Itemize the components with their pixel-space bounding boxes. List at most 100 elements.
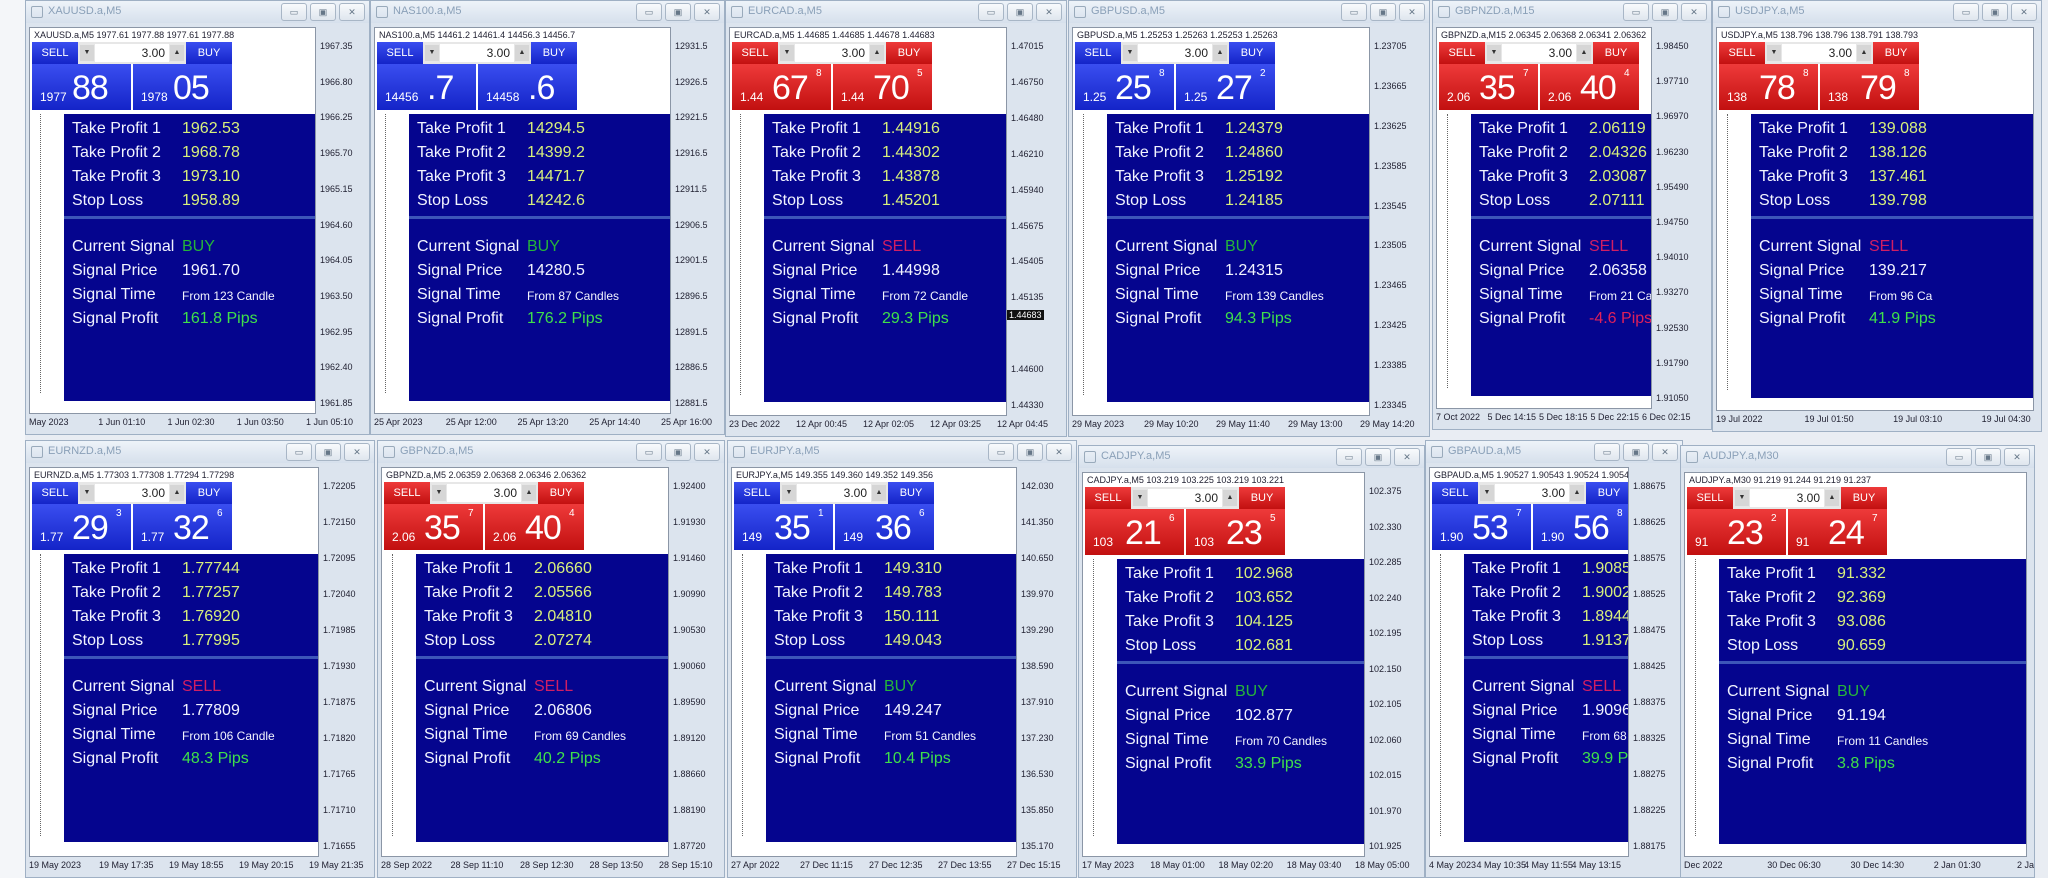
price-chart[interactable]: AUDJPY.a,M30 91.219 91.244 91.219 91.237… — [1684, 472, 2027, 857]
buy-button[interactable]: BUY — [886, 42, 932, 64]
time-axis[interactable]: 4 May 2023 4 May 10:35 4 May 11:55 4 May 13… — [1429, 860, 1629, 874]
sell-button[interactable]: SELL — [1085, 487, 1131, 509]
lot-size-stepper[interactable]: ▼ 3.00 ▲ — [430, 482, 538, 504]
decrease-lot-icon[interactable]: ▼ — [1123, 45, 1137, 61]
price-axis[interactable]: 1.23705 1.23665 1.23625 1.23585 1.23545 1.235… — [1370, 27, 1428, 416]
buy-button[interactable]: BUY — [186, 42, 232, 64]
buy-button[interactable]: BUY — [1229, 42, 1275, 64]
lot-size-input[interactable]: 3.00 — [447, 484, 521, 502]
decrease-lot-icon[interactable]: ▼ — [425, 45, 439, 61]
buy-price-button[interactable]: 1.90 56 8 — [1533, 504, 1628, 550]
increase-lot-icon[interactable]: ▲ — [1825, 490, 1839, 506]
sell-button[interactable]: SELL — [1432, 482, 1478, 504]
restore-button[interactable]: ▣ — [665, 443, 691, 461]
time-axis[interactable]: 28 Sep 2022 28 Sep 11:10 28 Sep 12:30 28 Se… — [381, 860, 713, 874]
sell-price-button[interactable]: 1977 88 — [32, 64, 131, 110]
decrease-lot-icon[interactable]: ▼ — [1480, 485, 1494, 501]
minimize-button[interactable]: ▭ — [281, 3, 307, 21]
time-axis[interactable]: Dec 2022 30 Dec 06:30 30 Dec 14:30 2 Jan 01… — [1684, 860, 2034, 874]
price-axis[interactable]: 1.72205 1.72150 1.72095 1.72040 1.71985 1.719… — [319, 467, 373, 857]
minimize-button[interactable]: ▭ — [1341, 3, 1367, 21]
decrease-lot-icon[interactable]: ▼ — [780, 45, 794, 61]
window-title-bar[interactable]: GBPUSD.a,M5 ▭ ▣ ✕ — [1069, 1, 1429, 23]
restore-button[interactable]: ▣ — [1017, 443, 1043, 461]
buy-button[interactable]: BUY — [538, 482, 584, 504]
minimize-button[interactable]: ▭ — [1953, 3, 1979, 21]
buy-price-button[interactable]: 1.25 27 2 — [1176, 64, 1275, 110]
price-chart[interactable]: GBPNZD.a,M5 2.06359 2.06368 2.06346 2.06… — [381, 467, 669, 857]
buy-price-button[interactable]: 2.06 40 4 — [1540, 64, 1639, 110]
restore-button[interactable]: ▣ — [1623, 443, 1649, 461]
restore-button[interactable]: ▣ — [310, 3, 336, 21]
restore-button[interactable]: ▣ — [1370, 3, 1396, 21]
sell-price-button[interactable]: 1.90 53 7 — [1432, 504, 1531, 550]
sell-price-button[interactable]: 1.77 29 3 — [32, 504, 131, 550]
chart-window-cadjpy-a-m5[interactable]: CADJPY.a,M5 ▭ ▣ ✕ CADJPY.a,M5 103.219 103.22… — [1078, 445, 1425, 878]
chart-window-gbpaud-a-m5[interactable]: GBPAUD.a,M5 ▭ ▣ ✕ GBPAUD.a,M5 1.90527 1.9054… — [1425, 440, 1683, 878]
increase-lot-icon[interactable]: ▲ — [872, 485, 886, 501]
buy-price-button[interactable]: 149 36 6 — [835, 504, 934, 550]
sell-price-button[interactable]: 2.06 35 7 — [384, 504, 483, 550]
lot-size-stepper[interactable]: ▼ 3.00 ▲ — [1121, 42, 1229, 64]
chart-window-usdjpy-a-m5[interactable]: USDJPY.a,M5 ▭ ▣ ✕ USDJPY.a,M5 138.796 138.79… — [1712, 0, 2042, 432]
window-title-bar[interactable]: EURCAD.a,M5 ▭ ▣ ✕ — [726, 1, 1066, 23]
lot-size-input[interactable]: 3.00 — [440, 44, 514, 62]
minimize-button[interactable]: ▭ — [1336, 448, 1362, 466]
window-title-bar[interactable]: GBPNZD.a,M5 ▭ ▣ ✕ — [378, 441, 724, 463]
buy-button[interactable]: BUY — [1841, 487, 1887, 509]
lot-size-stepper[interactable]: ▼ 3.00 ▲ — [1485, 42, 1593, 64]
window-title-bar[interactable]: EURNZD.a,M5 ▭ ▣ ✕ — [26, 441, 374, 463]
decrease-lot-icon[interactable]: ▼ — [782, 485, 796, 501]
increase-lot-icon[interactable]: ▲ — [515, 45, 529, 61]
minimize-button[interactable]: ▭ — [286, 443, 312, 461]
buy-button[interactable]: BUY — [1239, 487, 1285, 509]
decrease-lot-icon[interactable]: ▼ — [432, 485, 446, 501]
time-axis[interactable]: 25 Apr 2023 25 Apr 12:00 25 Apr 13:20 25 Ap… — [374, 417, 712, 431]
window-title-bar[interactable]: EURJPY.a,M5 ▭ ▣ ✕ — [728, 441, 1076, 463]
sell-button[interactable]: SELL — [32, 482, 78, 504]
sell-button[interactable]: SELL — [377, 42, 423, 64]
time-axis[interactable]: 17 May 2023 18 May 01:00 18 May 02:20 18 Ma… — [1082, 860, 1410, 874]
time-axis[interactable]: May 2023 1 Jun 01:10 1 Jun 02:30 1 Jun 03:5… — [29, 417, 353, 431]
buy-price-button[interactable]: 14458 .6 — [478, 64, 577, 110]
close-button[interactable]: ✕ — [1046, 443, 1072, 461]
price-axis[interactable]: 102.375 102.330 102.285 102.240 102.195 102.1… — [1365, 472, 1423, 857]
window-title-bar[interactable]: AUDJPY.a,M30 ▭ ▣ ✕ — [1681, 446, 2034, 468]
price-chart[interactable]: GBPNZD.a,M15 2.06345 2.06368 2.06341 2.0… — [1436, 27, 1652, 409]
sell-button[interactable]: SELL — [32, 42, 78, 64]
lot-size-input[interactable]: 3.00 — [1750, 489, 1824, 507]
buy-price-button[interactable]: 138 79 8 — [1820, 64, 1919, 110]
sell-button[interactable]: SELL — [1439, 42, 1485, 64]
lot-size-input[interactable]: 3.00 — [797, 484, 871, 502]
window-title-bar[interactable]: CADJPY.a,M5 ▭ ▣ ✕ — [1079, 446, 1424, 468]
lot-size-input[interactable]: 3.00 — [1138, 44, 1212, 62]
chart-window-xauusd-a-m5[interactable]: XAUUSD.a,M5 ▭ ▣ ✕ XAUUSD.a,M5 1977.61 1977.8… — [25, 0, 370, 435]
buy-price-button[interactable]: 91 24 7 — [1788, 509, 1887, 555]
chart-window-eurjpy-a-m5[interactable]: EURJPY.a,M5 ▭ ▣ ✕ EURJPY.a,M5 149.355 149.36… — [727, 440, 1077, 878]
price-chart[interactable]: USDJPY.a,M5 138.796 138.796 138.791 138.… — [1716, 27, 2034, 411]
window-title-bar[interactable]: NAS100.a,M5 ▭ ▣ ✕ — [371, 1, 724, 23]
close-button[interactable]: ✕ — [694, 443, 720, 461]
lot-size-input[interactable]: 3.00 — [1495, 484, 1569, 502]
sell-price-button[interactable]: 14456 .7 — [377, 64, 476, 110]
decrease-lot-icon[interactable]: ▼ — [80, 45, 94, 61]
price-axis[interactable]: 1.47015 1.46750 1.46480 1.46210 1.45940 1.456… — [1007, 27, 1065, 416]
buy-price-button[interactable]: 103 23 5 — [1186, 509, 1285, 555]
sell-button[interactable]: SELL — [734, 482, 780, 504]
window-title-bar[interactable]: XAUUSD.a,M5 ▭ ▣ ✕ — [26, 1, 369, 23]
close-button[interactable]: ✕ — [2011, 3, 2037, 21]
lot-size-stepper[interactable]: ▼ 3.00 ▲ — [423, 42, 531, 64]
close-button[interactable]: ✕ — [344, 443, 370, 461]
increase-lot-icon[interactable]: ▲ — [170, 485, 184, 501]
restore-button[interactable]: ▣ — [1365, 448, 1391, 466]
chart-window-eurcad-a-m5[interactable]: EURCAD.a,M5 ▭ ▣ ✕ EURCAD.a,M5 1.44685 1.4468… — [725, 0, 1067, 437]
buy-price-button[interactable]: 1.44 70 5 — [833, 64, 932, 110]
buy-button[interactable]: BUY — [888, 482, 934, 504]
increase-lot-icon[interactable]: ▲ — [1213, 45, 1227, 61]
lot-size-input[interactable]: 3.00 — [1782, 44, 1856, 62]
time-axis[interactable]: 7 Oct 2022 5 Dec 14:15 5 Dec 18:15 5 Dec 22… — [1436, 412, 1691, 426]
price-chart[interactable]: CADJPY.a,M5 103.219 103.225 103.219 103.… — [1082, 472, 1365, 857]
decrease-lot-icon[interactable]: ▼ — [1487, 45, 1501, 61]
increase-lot-icon[interactable]: ▲ — [870, 45, 884, 61]
price-chart[interactable]: EURJPY.a,M5 149.355 149.360 149.352 149.… — [731, 467, 1017, 857]
